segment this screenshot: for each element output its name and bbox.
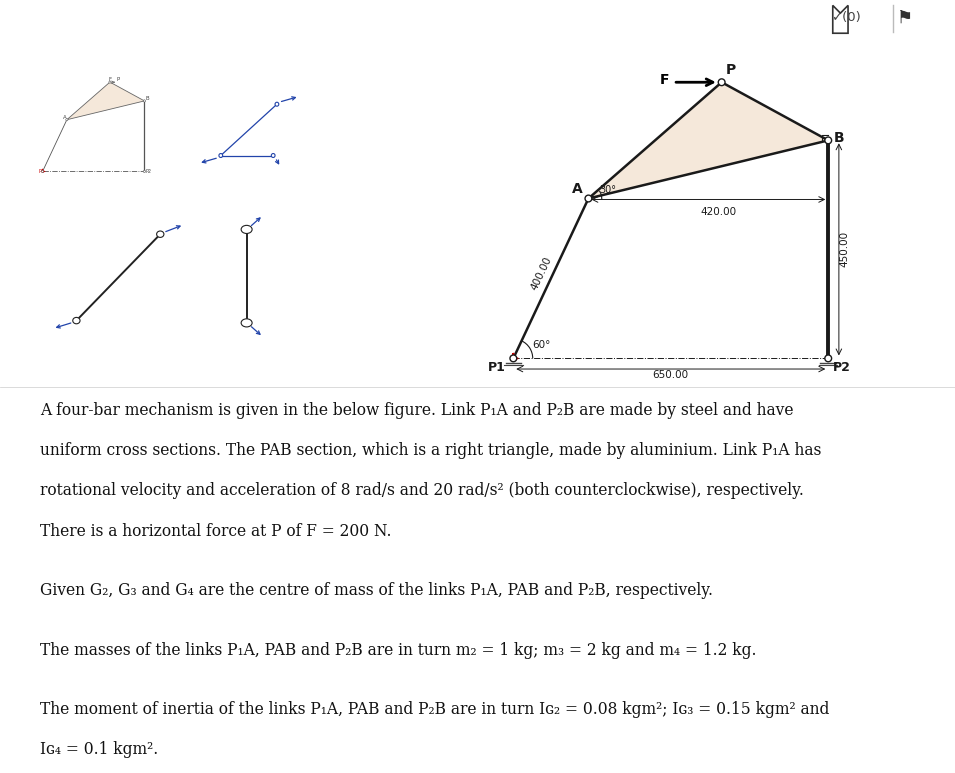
Circle shape [157, 231, 164, 237]
Circle shape [109, 81, 111, 83]
Circle shape [825, 137, 832, 144]
Text: A four-bar mechanism is given in the below figure. Link P₁A and P₂B are made by : A four-bar mechanism is given in the bel… [40, 402, 794, 419]
Circle shape [219, 154, 223, 158]
Text: uniform cross sections. The PAB section, which is a right triangle, made by alum: uniform cross sections. The PAB section,… [40, 442, 821, 459]
Circle shape [241, 226, 252, 233]
Circle shape [275, 102, 279, 106]
Circle shape [66, 118, 68, 121]
Text: P: P [726, 63, 735, 77]
Polygon shape [67, 82, 144, 120]
Text: 450.00: 450.00 [839, 231, 850, 267]
Text: F: F [660, 73, 669, 87]
Circle shape [718, 79, 725, 86]
Text: Given G₂, G₃ and G₄ are the centre of mass of the links P₁A, PAB and P₂B, respec: Given G₂, G₃ and G₄ are the centre of ma… [40, 582, 713, 599]
Text: F: F [108, 77, 112, 82]
Text: P1: P1 [488, 361, 505, 374]
Circle shape [585, 195, 592, 202]
Circle shape [143, 170, 145, 172]
Text: A: A [63, 115, 67, 120]
Text: 650.00: 650.00 [652, 370, 689, 380]
Text: ⚑: ⚑ [898, 9, 913, 27]
Text: B: B [145, 96, 149, 101]
Text: P2: P2 [833, 361, 851, 374]
Text: P1: P1 [38, 169, 45, 174]
Text: 30°: 30° [599, 185, 616, 195]
Circle shape [271, 154, 275, 158]
Circle shape [143, 100, 145, 102]
Circle shape [73, 318, 80, 324]
Text: There is a horizontal force at P of F = 200 N.: There is a horizontal force at P of F = … [40, 523, 392, 540]
Circle shape [41, 170, 44, 172]
Text: The masses of the links P₁A, PAB and P₂B are in turn m₂ = 1 kg; m₃ = 2 kg and m₄: The masses of the links P₁A, PAB and P₂B… [40, 642, 756, 659]
Circle shape [825, 355, 832, 362]
Text: A: A [572, 182, 583, 196]
Text: rotational velocity and acceleration of 8 rad/s and 20 rad/s² (both counterclock: rotational velocity and acceleration of … [40, 482, 804, 499]
Circle shape [241, 318, 252, 327]
Text: 400.00: 400.00 [529, 256, 554, 292]
Text: 60°: 60° [532, 339, 550, 349]
Text: 420.00: 420.00 [700, 206, 736, 216]
Text: ✓(0): ✓(0) [831, 12, 861, 24]
Text: Iɢ₄ = 0.1 kgm².: Iɢ₄ = 0.1 kgm². [40, 741, 159, 758]
Text: B: B [834, 131, 844, 145]
Text: The moment of inertia of the links P₁A, PAB and P₂B are in turn Iɢ₂ = 0.08 kgm²;: The moment of inertia of the links P₁A, … [40, 701, 830, 718]
Circle shape [510, 355, 517, 362]
Polygon shape [588, 82, 828, 199]
Text: P2: P2 [145, 169, 151, 174]
Text: P: P [117, 77, 119, 82]
